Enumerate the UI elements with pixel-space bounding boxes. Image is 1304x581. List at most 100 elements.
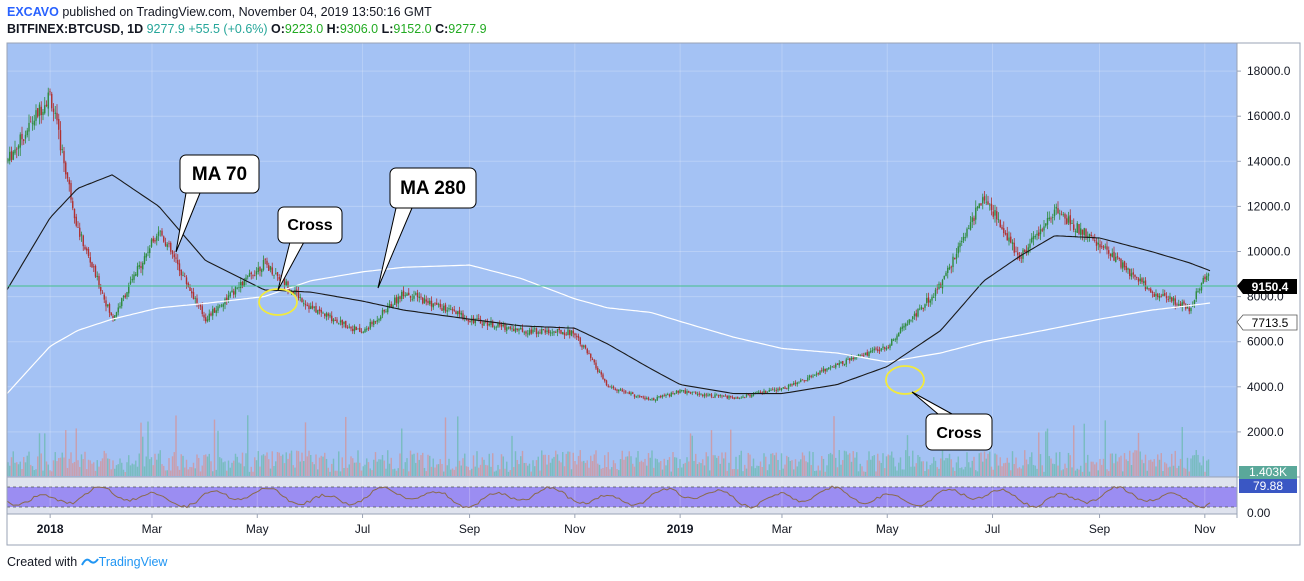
candle-body: [714, 394, 716, 398]
price-pane[interactable]: [7, 43, 1237, 477]
volume-bar: [257, 451, 259, 476]
x-tick-label: Jul: [985, 522, 1000, 536]
candle-body: [94, 265, 97, 277]
volume-bar: [283, 463, 286, 476]
candle-body: [52, 108, 55, 112]
candle-body: [448, 307, 450, 310]
candle-body: [889, 344, 891, 348]
volume-bar: [891, 451, 893, 476]
candle-body: [716, 394, 718, 396]
candle-body: [9, 151, 11, 161]
candle-body: [723, 395, 725, 397]
candle-body: [110, 312, 112, 316]
volume-bar: [530, 471, 532, 476]
volume-bar: [842, 460, 844, 476]
volume-bar: [282, 454, 284, 476]
volume-bar: [511, 435, 513, 476]
candle-body: [215, 310, 217, 313]
candle-body: [849, 358, 851, 361]
candle-body: [903, 325, 905, 328]
candle-body: [161, 230, 163, 236]
candle-body: [135, 274, 137, 276]
volume-bar: [812, 452, 814, 476]
candle-body: [563, 332, 566, 336]
volume-bar: [44, 433, 46, 476]
candle-body: [712, 396, 714, 398]
candle-body: [1148, 288, 1150, 290]
volume-bar: [912, 450, 914, 476]
candle-body: [747, 394, 749, 395]
candle-body: [341, 319, 343, 325]
candle-body: [625, 391, 627, 393]
volume-bar: [677, 468, 679, 476]
candle-body: [577, 335, 580, 338]
footer-brand[interactable]: TradingView: [98, 555, 168, 569]
candle-body: [1113, 251, 1115, 261]
candle-body: [471, 318, 473, 322]
candle-body: [303, 303, 305, 305]
volume-bar: [152, 465, 154, 476]
volume-bar: [504, 468, 506, 476]
volume-bar: [896, 470, 898, 476]
candle-body: [838, 362, 840, 366]
volume-bar: [873, 455, 875, 476]
candle-body: [42, 111, 44, 116]
price-change: +55.5 (+0.6%): [188, 22, 268, 36]
volume-bar: [292, 465, 294, 476]
candle-body: [828, 367, 830, 369]
candle-body: [632, 392, 634, 394]
volume-bar: [1067, 452, 1070, 476]
candle-body: [86, 248, 88, 251]
volume-bar: [744, 464, 746, 476]
candle-body: [670, 392, 672, 397]
candle-body: [1085, 229, 1087, 237]
volume-bar: [997, 465, 1000, 476]
candle-body: [635, 396, 637, 398]
volume-bar: [779, 469, 781, 476]
volume-bar: [961, 467, 963, 476]
candle-body: [819, 370, 821, 375]
volume-bar: [810, 465, 812, 476]
volume-bar: [1118, 457, 1120, 476]
candle-body: [406, 293, 408, 296]
candle-body: [1094, 240, 1096, 241]
volume-bar: [408, 471, 410, 476]
candle-body: [1106, 246, 1108, 250]
candle-body: [693, 391, 695, 393]
volume-bar: [227, 460, 230, 476]
candle-body: [495, 326, 497, 328]
price-axis[interactable]: 18000.016000.014000.012000.010000.08000.…: [1237, 64, 1291, 439]
volume-bar: [198, 457, 200, 476]
volume-bar: [38, 433, 41, 476]
volume-bar: [136, 466, 139, 476]
x-tick-label: May: [876, 522, 899, 536]
volume-bar: [66, 467, 69, 476]
volume-bar: [707, 456, 709, 476]
volume-bar: [217, 430, 219, 476]
volume-bar: [430, 466, 433, 476]
volume-bar: [222, 462, 224, 476]
volume-bar: [233, 460, 235, 476]
candle-body: [667, 394, 669, 395]
candle-body: [1111, 253, 1113, 257]
author-name[interactable]: EXCAVO: [7, 5, 59, 19]
volume-bar: [868, 451, 870, 476]
volume-bar: [1062, 469, 1064, 476]
candle-body: [733, 397, 735, 400]
candle-body: [824, 368, 826, 372]
candle-body: [1050, 218, 1052, 220]
volume-bar: [313, 464, 315, 476]
volume-bar: [1123, 453, 1126, 476]
candle-body: [679, 390, 681, 394]
candle-body: [149, 248, 151, 254]
volume-bar: [782, 468, 784, 476]
candle-body: [924, 304, 926, 308]
candle-body: [1081, 229, 1084, 235]
volume-bar: [315, 454, 317, 476]
time-axis[interactable]: 2018 Mar May Jul Sep Nov 2019 Mar May Jul Sep Nov: [37, 514, 1216, 536]
candle-body: [873, 348, 875, 351]
volume-bar: [560, 462, 562, 476]
volume-bar: [740, 450, 742, 476]
badge-ma280: 7713.5: [1236, 314, 1298, 331]
